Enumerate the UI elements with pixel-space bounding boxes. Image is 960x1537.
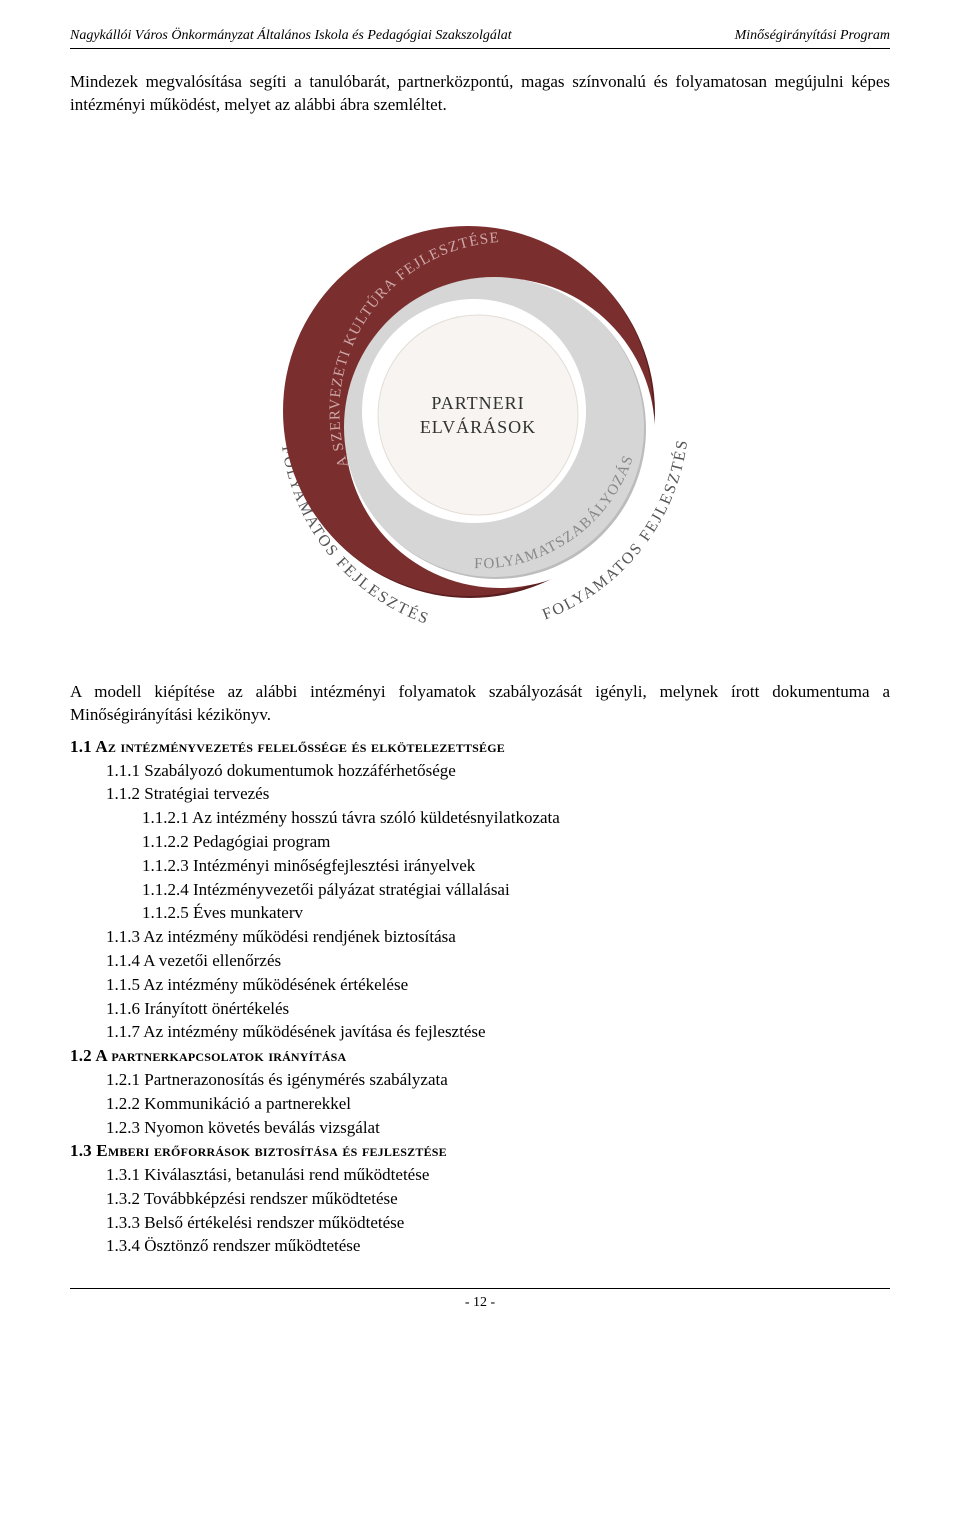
ring-diagram: FOLYAMATOS FEJLESZTÉS FOLYAMATOS FEJLESZ…	[70, 133, 890, 653]
outline-item: 1.1.2.1 Az intézmény hosszú távra szóló …	[142, 806, 890, 830]
outline-item: 1.1.7 Az intézmény működésének javítása …	[106, 1020, 890, 1044]
outline-item: 1.3.1 Kiválasztási, betanulási rend műkö…	[106, 1163, 890, 1187]
outline-item: 1.1.4 A vezetői ellenőrzés	[106, 949, 890, 973]
outline-item: 1.3.3 Belső értékelési rendszer működtet…	[106, 1211, 890, 1235]
outline-item: 1.2 A partnerkapcsolatok irányítása	[70, 1044, 890, 1068]
outline-item: 1.1.6 Irányított önértékelés	[106, 997, 890, 1021]
outline-item: 1.1.2.5 Éves munkaterv	[142, 901, 890, 925]
outline-item: 1.3 Emberi erőforrások biztosítása és fe…	[70, 1139, 890, 1163]
page-number: - 12 -	[70, 1295, 890, 1311]
outline-item: 1.3.2 Továbbképzési rendszer működtetése	[106, 1187, 890, 1211]
outline-item: 1.1.5 Az intézmény működésének értékelés…	[106, 973, 890, 997]
page-header: Nagykállói Város Önkormányzat Általános …	[70, 28, 890, 44]
header-left: Nagykállói Város Önkormányzat Általános …	[70, 28, 512, 44]
center-line1: PARTNERI	[431, 393, 524, 413]
outline-item: 1.1.2.3 Intézményi minőségfejlesztési ir…	[142, 854, 890, 878]
center-disk	[378, 315, 578, 515]
outline-item: 1.1.2.4 Intézményvezetői pályázat straté…	[142, 878, 890, 902]
outline-item: 1.3.4 Ösztönző rendszer működtetése	[106, 1234, 890, 1258]
header-right: Minőségirányítási Program	[735, 28, 890, 44]
center-line2: ELVÁRÁSOK	[420, 416, 536, 437]
header-rule	[70, 48, 890, 49]
outline-item: 1.2.3 Nyomon követés beválás vizsgálat	[106, 1116, 890, 1140]
outline: 1.1 Az intézményvezetés felelőssége és e…	[70, 735, 890, 1259]
intro-paragraph: Mindezek megvalósítása segíti a tanulóba…	[70, 71, 890, 117]
outline-item: 1.1.1 Szabályozó dokumentumok hozzáférhe…	[106, 759, 890, 783]
outline-item: 1.1.3 Az intézmény működési rendjének bi…	[106, 925, 890, 949]
outline-item: 1.1.2.2 Pedagógiai program	[142, 830, 890, 854]
after-diagram-paragraph: A modell kiépítése az alábbi intézményi …	[70, 681, 890, 727]
outline-item: 1.1.2 Stratégiai tervezés	[106, 782, 890, 806]
outline-item: 1.1 Az intézményvezetés felelőssége és e…	[70, 735, 890, 759]
outline-item: 1.2.1 Partnerazonosítás és igénymérés sz…	[106, 1068, 890, 1092]
outline-item: 1.2.2 Kommunikáció a partnerekkel	[106, 1092, 890, 1116]
footer-rule	[70, 1288, 890, 1289]
